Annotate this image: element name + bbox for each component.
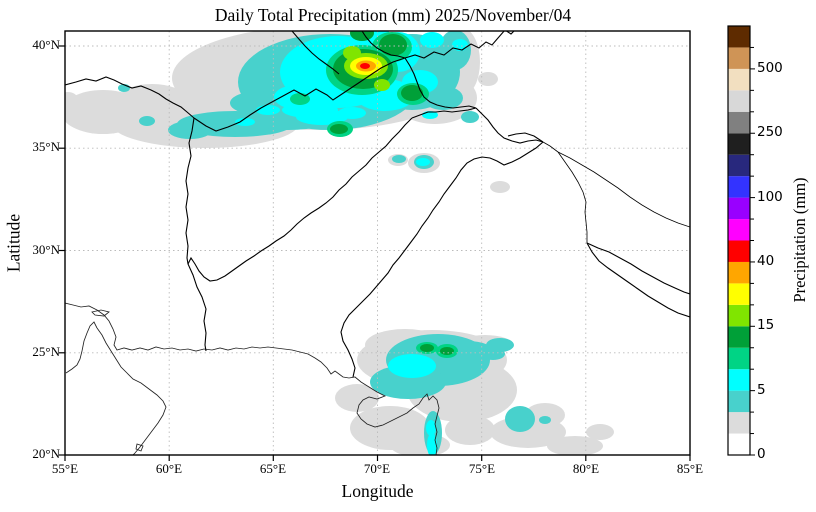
colorbar-tick-label: 0	[757, 446, 766, 462]
colorbar-band	[728, 176, 750, 198]
colorbar-band	[728, 283, 750, 305]
x-tick-label: 75°E	[468, 461, 496, 476]
x-tick-label: 60°E	[155, 461, 183, 476]
x-tick-label: 65°E	[259, 461, 287, 476]
x-tick-label: 70°E	[363, 461, 391, 476]
colorbar-band	[728, 390, 750, 413]
precip-layer-red	[360, 63, 370, 69]
colorbar-band	[728, 433, 750, 455]
x-tick-label: 85°E	[676, 461, 704, 476]
colorbar-band	[728, 47, 750, 69]
colorbar-band	[728, 326, 750, 348]
x-tick-label: 55°E	[51, 461, 79, 476]
colorbar-tick-marks	[750, 46, 755, 456]
colorbar-band	[728, 133, 750, 155]
country-borders	[65, 31, 690, 378]
page-title: Daily Total Precipitation (mm) 2025/Nove…	[214, 5, 572, 25]
colorbar-band	[728, 111, 750, 134]
colorbar-band	[728, 412, 750, 434]
colorbar-band	[728, 261, 750, 284]
colorbar-band	[728, 304, 750, 327]
colorbar-label: Precipitation (mm)	[790, 177, 809, 303]
y-tick-label: 20°N	[32, 446, 60, 461]
colorbar-band	[728, 347, 750, 370]
colorbar-tick-label: 40	[757, 253, 775, 269]
colorbar-tick-label: 100	[757, 189, 783, 205]
colorbar-tick-label: 250	[757, 124, 783, 140]
axis-tick-marks	[59, 45, 691, 461]
y-tick-label: 25°N	[32, 344, 60, 359]
colorbar-band	[728, 26, 750, 48]
colorbar-band	[728, 68, 750, 91]
colorbar-tick-label: 500	[757, 60, 783, 76]
colorbar-band	[728, 154, 750, 177]
colorbar	[727, 25, 755, 456]
y-tick-label: 30°N	[32, 242, 60, 257]
colorbar-tick-label: 15	[757, 317, 775, 333]
y-tick-label: 40°N	[32, 37, 60, 52]
coastlines	[65, 302, 440, 455]
colorbar-band	[728, 369, 750, 391]
colorbar-band	[728, 90, 750, 112]
x-tick-label: 80°E	[572, 461, 600, 476]
colorbar-tick-label: 5	[757, 382, 766, 398]
colorbar-band	[728, 197, 750, 220]
precip-field	[65, 31, 614, 455]
x-axis-label: Longitude	[341, 481, 414, 501]
colorbar-band	[728, 219, 750, 241]
colorbar-band	[728, 240, 750, 262]
y-tick-label: 35°N	[32, 139, 60, 154]
